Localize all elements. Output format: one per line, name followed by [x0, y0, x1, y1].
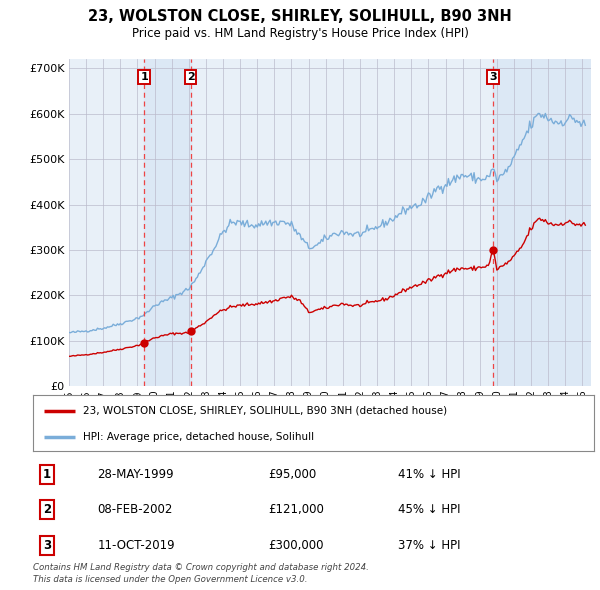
Text: 2: 2: [187, 72, 194, 82]
Text: 37% ↓ HPI: 37% ↓ HPI: [398, 539, 460, 552]
Text: HPI: Average price, detached house, Solihull: HPI: Average price, detached house, Soli…: [83, 432, 314, 442]
Text: Price paid vs. HM Land Registry's House Price Index (HPI): Price paid vs. HM Land Registry's House …: [131, 27, 469, 40]
Text: 1: 1: [43, 468, 51, 481]
Text: 28-MAY-1999: 28-MAY-1999: [98, 468, 174, 481]
Bar: [493, 59, 591, 386]
Text: 3: 3: [489, 72, 497, 82]
Text: £300,000: £300,000: [269, 539, 324, 552]
Text: 41% ↓ HPI: 41% ↓ HPI: [398, 468, 460, 481]
Text: 11-OCT-2019: 11-OCT-2019: [98, 539, 175, 552]
Text: This data is licensed under the Open Government Licence v3.0.: This data is licensed under the Open Gov…: [33, 575, 308, 584]
Text: 1: 1: [140, 72, 148, 82]
Text: 23, WOLSTON CLOSE, SHIRLEY, SOLIHULL, B90 3NH (detached house): 23, WOLSTON CLOSE, SHIRLEY, SOLIHULL, B9…: [83, 406, 448, 416]
Text: 08-FEB-2002: 08-FEB-2002: [98, 503, 173, 516]
Text: £121,000: £121,000: [269, 503, 325, 516]
Text: 2: 2: [43, 503, 51, 516]
Text: Contains HM Land Registry data © Crown copyright and database right 2024.: Contains HM Land Registry data © Crown c…: [33, 563, 369, 572]
Text: £95,000: £95,000: [269, 468, 317, 481]
Text: 3: 3: [43, 539, 51, 552]
Bar: [145, 59, 191, 386]
Text: 45% ↓ HPI: 45% ↓ HPI: [398, 503, 460, 516]
Text: 23, WOLSTON CLOSE, SHIRLEY, SOLIHULL, B90 3NH: 23, WOLSTON CLOSE, SHIRLEY, SOLIHULL, B9…: [88, 9, 512, 24]
